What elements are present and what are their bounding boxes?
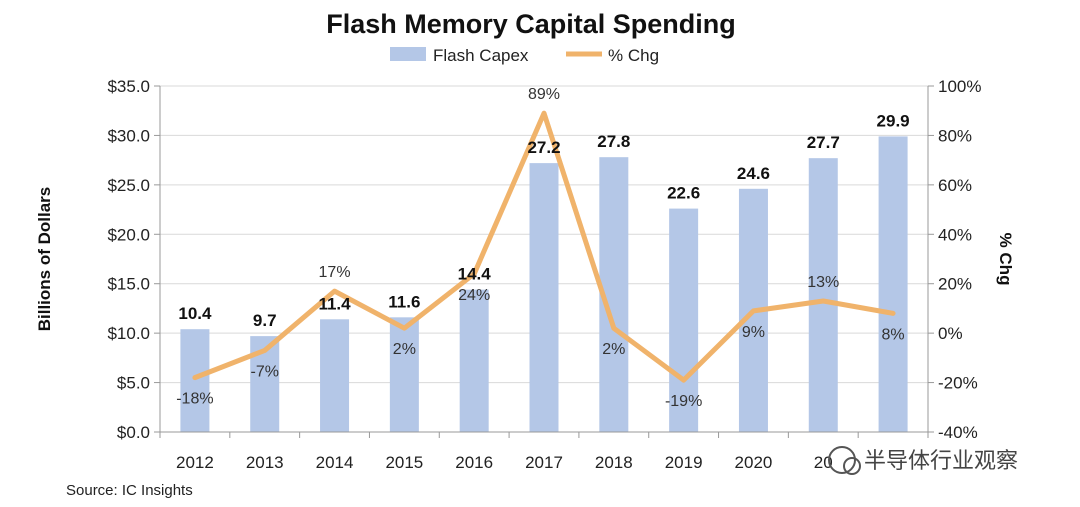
chart-title: Flash Memory Capital Spending (326, 9, 736, 39)
wechat-logo-icon-inner (843, 457, 861, 475)
y2-tick-label: 60% (938, 176, 972, 195)
y-tick-label: $20.0 (107, 225, 150, 244)
y2-tick-label: 20% (938, 275, 972, 294)
pct-chg-label: 2% (393, 341, 416, 358)
y-tick-label: $25.0 (107, 176, 150, 195)
bar-value-label: 9.7 (253, 311, 277, 330)
bar-flash-capex (180, 329, 210, 432)
bar-flash-capex (808, 158, 838, 432)
y2-tick-label: 0% (938, 324, 963, 343)
pct-chg-label: 17% (319, 264, 351, 281)
pct-chg-label: 8% (882, 326, 905, 343)
y-tick-label: $10.0 (107, 324, 150, 343)
pct-chg-label: 24% (458, 287, 490, 304)
bar-value-label: 14.4 (458, 265, 492, 284)
pct-chg-label: -18% (176, 391, 213, 408)
x-tick-label: 2019 (665, 453, 703, 472)
y-tick-label: $0.0 (117, 423, 150, 442)
x-tick-label: 2012 (176, 453, 214, 472)
bar-flash-capex (878, 136, 908, 432)
pct-chg-label: 13% (807, 274, 839, 291)
y2-tick-label: -40% (938, 423, 978, 442)
pct-chg-label: 2% (602, 341, 625, 358)
pct-chg-line (192, 110, 896, 383)
bar-value-label: 24.6 (737, 164, 770, 183)
bar-flash-capex (669, 208, 699, 432)
bar-flash-capex (459, 289, 489, 432)
pct-chg-label: -19% (665, 393, 702, 410)
y-tick-label: $35.0 (107, 77, 150, 96)
y-tick-label: $5.0 (117, 374, 150, 393)
bar-value-label: 29.9 (877, 111, 910, 130)
y2-tick-label: 80% (938, 126, 972, 145)
legend: Flash Capex % Chg (390, 46, 659, 65)
watermark-text: 半导体行业观察 (864, 448, 1018, 473)
bar-flash-capex (529, 163, 559, 432)
legend-label-flash-capex: Flash Capex (433, 46, 529, 65)
x-tick-label: 2014 (316, 453, 354, 472)
y2-axis-label: % Chg (996, 233, 1015, 286)
bar-value-label: 27.2 (527, 138, 560, 157)
pct-chg-label: 9% (742, 324, 765, 341)
x-tick-label: 2013 (246, 453, 284, 472)
bar-flash-capex (320, 319, 350, 432)
y2-tick-label: 40% (938, 225, 972, 244)
y-tick-label: $15.0 (107, 275, 150, 294)
bar-value-label: 27.7 (807, 133, 840, 152)
x-tick-label: 2020 (735, 453, 773, 472)
x-tick-label: 2018 (595, 453, 633, 472)
axes: $0.0 $5.0 $10.0 $15.0 $20.0 $25.0 $30.0 $35.0 -4… (107, 77, 981, 472)
bar-value-label: 11.6 (388, 292, 420, 311)
watermark: 半导体行业观察 (828, 446, 1018, 475)
bar-value-label: 11.4 (318, 294, 351, 313)
pct-chg-series (192, 110, 896, 383)
source-note: Source: IC Insights (66, 482, 193, 499)
y-axis-label: Billions of Dollars (35, 187, 54, 332)
x-tick-label: 2016 (455, 453, 493, 472)
legend-swatch-flash-capex (390, 47, 426, 61)
y2-tick-label: -20% (938, 374, 978, 393)
bar-value-label: 27.8 (597, 132, 630, 151)
bar-flash-capex (389, 317, 419, 432)
x-tick-label: 2015 (385, 453, 423, 472)
x-tick-label: 20 (814, 453, 833, 472)
legend-label-pct-chg: % Chg (608, 46, 659, 65)
y-tick-label: $30.0 (107, 126, 150, 145)
pct-chg-label: 89% (528, 86, 560, 103)
pct-chg-label: -7% (251, 363, 279, 380)
y2-tick-label: 100% (938, 77, 981, 96)
bar-value-label: 10.4 (178, 304, 212, 323)
data-labels: 10.4 9.7 11.4 11.6 14.4 27.2 27.8 22.6 24.6 27.7 2… (176, 86, 909, 410)
x-tick-label: 2017 (525, 453, 563, 472)
bar-value-label: 22.6 (667, 184, 700, 203)
wechat-logo-icon (828, 446, 856, 474)
